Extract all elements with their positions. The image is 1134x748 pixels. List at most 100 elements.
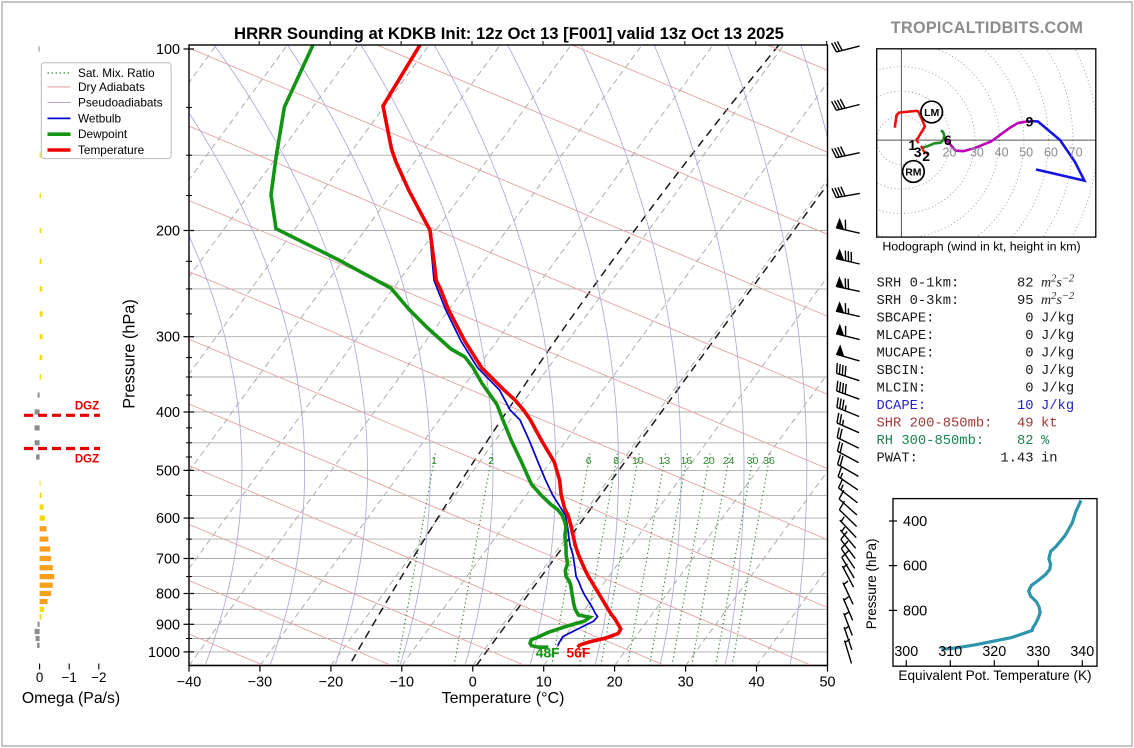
- svg-text:RM: RM: [905, 167, 922, 179]
- svg-text:30: 30: [678, 675, 694, 691]
- svg-text:−40: −40: [177, 675, 201, 691]
- svg-text:0: 0: [1025, 382, 1033, 397]
- svg-text:330: 330: [1026, 644, 1050, 660]
- svg-text:100: 100: [156, 42, 180, 58]
- svg-text:−30: −30: [248, 675, 272, 691]
- svg-text:10: 10: [536, 675, 552, 691]
- svg-text:Sat. Mix. Ratio: Sat. Mix. Ratio: [78, 66, 155, 80]
- svg-text:6: 6: [586, 455, 592, 467]
- svg-text:20: 20: [703, 455, 715, 467]
- svg-text:24: 24: [723, 455, 735, 467]
- svg-text:48F: 48F: [536, 646, 560, 661]
- svg-text:700: 700: [156, 552, 180, 568]
- svg-text:16: 16: [681, 455, 693, 467]
- svg-text:6: 6: [944, 132, 952, 148]
- svg-text:500: 500: [156, 463, 180, 479]
- svg-text:DGZ: DGZ: [75, 401, 99, 413]
- svg-text:SRH 0-1km:: SRH 0-1km:: [877, 276, 960, 292]
- svg-text:LM: LM: [924, 107, 939, 119]
- svg-text:MUCAPE:: MUCAPE:: [877, 347, 935, 362]
- svg-text:0: 0: [1025, 329, 1033, 344]
- svg-text:900: 900: [156, 617, 180, 633]
- svg-text:50: 50: [819, 675, 835, 691]
- svg-text:310: 310: [938, 644, 962, 660]
- svg-text:50: 50: [1019, 146, 1033, 160]
- svg-text:MLCAPE:: MLCAPE:: [877, 329, 935, 344]
- svg-text:RH 300-850mb:: RH 300-850mb:: [877, 433, 985, 449]
- svg-text:2: 2: [488, 455, 494, 467]
- svg-text:0: 0: [469, 675, 477, 691]
- svg-text:J/kg: J/kg: [1041, 346, 1074, 362]
- svg-text:Pressure (hPa): Pressure (hPa): [864, 539, 879, 630]
- svg-text:600: 600: [156, 511, 180, 527]
- svg-text:Pressure (hPa): Pressure (hPa): [121, 299, 139, 409]
- svg-text:36: 36: [763, 455, 775, 467]
- svg-text:J/kg: J/kg: [1041, 328, 1074, 344]
- svg-text:Omega (Pa/s): Omega (Pa/s): [22, 690, 120, 707]
- svg-text:SHR 200-850mb:: SHR 200-850mb:: [877, 416, 993, 432]
- svg-text:0: 0: [1025, 347, 1033, 362]
- svg-text:2: 2: [922, 148, 930, 164]
- svg-text:MLCIN:: MLCIN:: [877, 382, 927, 397]
- svg-text:30: 30: [970, 146, 984, 160]
- svg-text:400: 400: [903, 514, 927, 530]
- svg-text:Wetbulb: Wetbulb: [78, 111, 122, 125]
- svg-text:J/kg: J/kg: [1041, 381, 1074, 397]
- svg-text:400: 400: [156, 405, 180, 421]
- svg-text:1.43: 1.43: [1000, 452, 1033, 467]
- svg-text:%: %: [1041, 434, 1050, 449]
- svg-text:−20: −20: [319, 675, 343, 691]
- svg-text:Dewpoint: Dewpoint: [78, 127, 128, 141]
- svg-text:49: 49: [1017, 417, 1034, 432]
- svg-text:0: 0: [36, 670, 43, 685]
- svg-text:1000: 1000: [148, 645, 180, 661]
- svg-text:Temperature: Temperature: [78, 143, 145, 157]
- svg-text:300: 300: [894, 644, 918, 660]
- svg-text:300: 300: [156, 330, 180, 346]
- svg-text:40: 40: [995, 146, 1009, 160]
- svg-text:Temperature (°C): Temperature (°C): [442, 690, 565, 707]
- svg-text:DCAPE:: DCAPE:: [877, 399, 927, 414]
- svg-text:10: 10: [632, 455, 644, 467]
- svg-text:Hodograph (wind in kt, height: Hodograph (wind in kt, height in km): [882, 240, 1080, 254]
- svg-text:13: 13: [659, 455, 671, 467]
- svg-text:56F: 56F: [567, 646, 591, 661]
- svg-text:20: 20: [943, 146, 957, 160]
- svg-text:95: 95: [1017, 294, 1034, 309]
- svg-text:HRRR Sounding at KDKB Init: 12: HRRR Sounding at KDKB Init: 12z Oct 13 […: [234, 24, 784, 43]
- svg-text:82: 82: [1017, 277, 1034, 292]
- svg-text:1: 1: [908, 137, 916, 153]
- svg-text:J/kg: J/kg: [1041, 311, 1074, 327]
- svg-text:J/kg: J/kg: [1041, 363, 1074, 379]
- svg-text:SRH 0-3km:: SRH 0-3km:: [877, 293, 960, 309]
- svg-text:800: 800: [903, 603, 927, 619]
- svg-text:0: 0: [1025, 364, 1033, 379]
- svg-text:−1: −1: [62, 670, 77, 685]
- svg-text:−2: −2: [91, 670, 106, 685]
- svg-text:Equivalent Pot. Temperature (K: Equivalent Pot. Temperature (K): [898, 668, 1091, 683]
- svg-text:8: 8: [613, 455, 619, 467]
- svg-text:200: 200: [156, 224, 180, 240]
- svg-text:Pseudoadiabats: Pseudoadiabats: [78, 96, 163, 110]
- svg-text:30: 30: [747, 455, 759, 467]
- svg-text:0: 0: [1025, 312, 1033, 327]
- svg-text:−10: −10: [390, 675, 414, 691]
- svg-text:DGZ: DGZ: [75, 454, 99, 466]
- svg-text:20: 20: [607, 675, 623, 691]
- svg-text:70: 70: [1069, 146, 1083, 160]
- svg-text:Dry Adiabats: Dry Adiabats: [78, 80, 145, 94]
- svg-text:10: 10: [1017, 399, 1034, 414]
- svg-text:SBCAPE:: SBCAPE:: [877, 312, 935, 327]
- svg-text:9: 9: [1026, 113, 1034, 129]
- svg-text:60: 60: [1044, 146, 1058, 160]
- svg-text:kt: kt: [1041, 416, 1058, 432]
- svg-text:1: 1: [431, 455, 437, 467]
- svg-text:320: 320: [982, 644, 1006, 660]
- svg-text:340: 340: [1070, 644, 1094, 660]
- svg-text:TROPICALTIDBITS.COM: TROPICALTIDBITS.COM: [891, 19, 1083, 37]
- svg-text:600: 600: [903, 559, 927, 575]
- svg-text:3: 3: [914, 144, 922, 160]
- svg-text:SBCIN:: SBCIN:: [877, 364, 927, 379]
- svg-text:800: 800: [156, 587, 180, 603]
- svg-text:in: in: [1041, 451, 1058, 467]
